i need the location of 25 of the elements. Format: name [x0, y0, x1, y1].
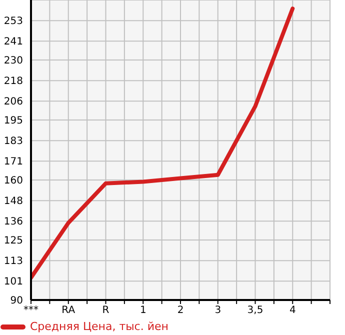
y-tick-label: 101	[4, 276, 23, 288]
y-tick-label: 218	[4, 76, 23, 88]
y-tick-label: 253	[4, 16, 23, 28]
y-tick-label: 160	[4, 176, 23, 187]
y-tick-label: 171	[4, 156, 23, 168]
x-tick-label: 1	[140, 305, 146, 316]
y-tick-label: 241	[4, 36, 23, 48]
y-tick-label: 230	[4, 56, 23, 67]
x-tick-label: 4	[289, 305, 296, 316]
y-tick-label: 183	[4, 136, 23, 148]
y-tick-label: 113	[4, 256, 23, 268]
y-tick-label: 136	[4, 216, 23, 228]
legend-label: Средняя Цена, тыс. йен	[30, 320, 168, 333]
y-tick-label: 125	[4, 236, 23, 247]
x-tick-label: 2	[177, 305, 184, 316]
x-tick-label: R	[102, 305, 110, 316]
y-tick-label: 90	[10, 296, 23, 307]
line-series	[31, 6, 295, 280]
y-tick-label: 195	[4, 116, 23, 127]
y-tick-label: 148	[4, 196, 23, 208]
x-tick-label: 3,5	[247, 305, 264, 316]
x-tick-label: 3	[214, 305, 222, 316]
x-tick-label: ***	[24, 305, 38, 316]
y-tick-label: 206	[4, 96, 23, 108]
x-tick-label: RA	[62, 305, 76, 316]
